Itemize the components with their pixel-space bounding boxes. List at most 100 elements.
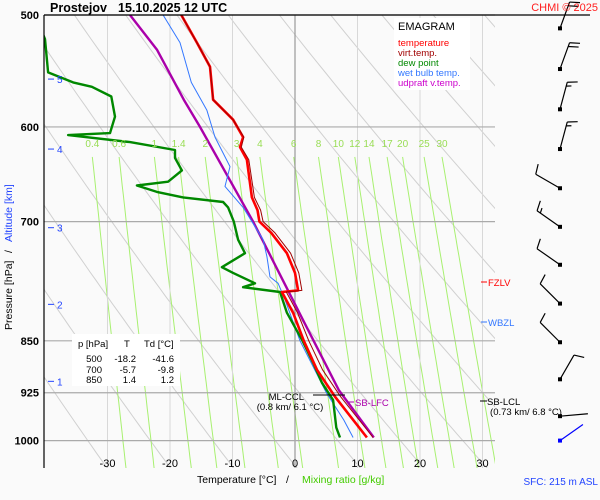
- wind-barb-full: [539, 274, 546, 285]
- sb-lcl-label: SB-LCL: [487, 397, 520, 408]
- series-line-temperature: [180, 15, 368, 439]
- y-axis-separator: /: [3, 250, 15, 253]
- wind-barb-half: [539, 207, 543, 214]
- mixing-ratio-label: 0.6: [112, 139, 126, 150]
- legend-updraft: udpraft v.temp.: [398, 78, 461, 89]
- mixing-ratio-label: 2: [202, 139, 208, 150]
- x-tick-label: -10: [225, 458, 241, 470]
- legend-virt-temp: virt.temp.: [398, 48, 437, 59]
- table-header: p [hPa]: [78, 339, 108, 350]
- dry-adiabat: [44, 204, 235, 468]
- axes: [43, 14, 590, 468]
- ml-ccl-detail: (0.8 km/ 6.1 °C): [257, 402, 324, 413]
- y-tick-label: 700: [21, 217, 39, 229]
- x-tick-label: 30: [476, 458, 488, 470]
- wind-barb: [539, 312, 562, 345]
- mixing-ratio-label: 1.4: [172, 139, 186, 150]
- mixing-ratio-label: 6: [291, 139, 297, 150]
- wind-barb-full: [573, 354, 585, 359]
- mixing-ratio-label: 30: [436, 139, 448, 150]
- wind-barb-station-dot: [558, 262, 562, 267]
- wind-barb-full: [569, 1, 581, 4]
- legend-dew-point: dew point: [398, 58, 439, 69]
- wind-barb-station-dot: [558, 67, 562, 72]
- y-tick-label: 600: [21, 122, 39, 134]
- mixing-ratio-label: 20: [397, 139, 409, 150]
- series-line-wet-bulb-temp: [162, 15, 354, 438]
- altitude-tick-label: 2: [57, 300, 63, 311]
- dry-adiabat: [44, 123, 298, 468]
- wind-barb-staff: [559, 354, 575, 380]
- mixing-ratio-line: [402, 156, 455, 468]
- x-tick-label: 10: [351, 458, 363, 470]
- wind-barb-station-dot: [558, 186, 562, 191]
- table-cell: -5.7: [120, 365, 136, 376]
- mixing-ratio-line: [153, 156, 192, 468]
- dry-adiabat: [513, 0, 600, 476]
- table-header: Td [°C]: [144, 339, 174, 350]
- table-header: T: [124, 339, 130, 350]
- dry-adiabat: [564, 0, 600, 476]
- wind-barb-full: [568, 5, 579, 8]
- datetime: 15.10.2025 12 UTC: [118, 1, 227, 15]
- dry-adiabat: [124, 15, 488, 468]
- series-line-virt-temp: [180, 15, 374, 438]
- y-axis-title: Pressure [hPa]: [3, 260, 15, 330]
- mixing-ratio-line: [368, 156, 419, 468]
- mixing-ratio-label: 10: [333, 139, 345, 150]
- table-cell: -18.2: [114, 354, 136, 365]
- altitude-tick-label: 4: [57, 145, 63, 156]
- altitude-tick-label: 1: [57, 377, 63, 388]
- mixing-ratio-line: [423, 156, 478, 468]
- wind-barb-full: [539, 312, 546, 323]
- mixing-ratio-label: 8: [316, 139, 322, 150]
- altitude-tick-label: 5: [57, 75, 63, 86]
- mixing-ratio-line: [386, 156, 439, 468]
- wind-barb-station-dot: [558, 340, 562, 345]
- dry-adiabat: [44, 376, 108, 468]
- wind-barb-full: [568, 45, 579, 48]
- dry-adiabat: [227, 15, 495, 340]
- wind-barb: [536, 200, 562, 229]
- wind-barb-staff: [536, 210, 561, 228]
- mixing-ratio-label: 4: [257, 139, 263, 150]
- dry-adiabat: [44, 288, 172, 468]
- dry-adiabat: [73, 15, 425, 468]
- wind-barb-full: [536, 200, 541, 211]
- wind-barb-station-dot: [558, 301, 562, 306]
- wind-barb: [558, 424, 584, 443]
- wind-barb-station-dot: [558, 107, 562, 112]
- wind-barb-staff: [559, 413, 588, 417]
- mixing-ratio-line: [91, 156, 127, 468]
- x-axis-separator: /: [286, 474, 289, 486]
- wind-barb-full: [536, 238, 541, 249]
- x-tick-label: -30: [100, 458, 116, 470]
- mixing-ratio-label: 17: [382, 139, 394, 150]
- copyright: CHMI © 2025: [531, 2, 598, 14]
- fzlv-label: FZLV: [488, 278, 511, 289]
- ml-ccl-label: ML-CCL: [269, 392, 304, 403]
- sb-lfc-label: SB-LFC: [355, 398, 389, 409]
- mixing-ratio-label: 14: [363, 139, 375, 150]
- x-tick-label: 20: [414, 458, 426, 470]
- mixing-ratio-label: 12: [349, 139, 361, 150]
- table-cell: 850: [86, 375, 102, 386]
- dry-adiabat: [330, 15, 495, 210]
- mixing-ratio-label: 0.4: [85, 139, 99, 150]
- wind-barb: [536, 238, 562, 267]
- series-line-dew-point: [44, 33, 342, 438]
- wind-barb-station-dot: [558, 147, 562, 152]
- x-tick-label: -20: [162, 458, 178, 470]
- wind-barb: [558, 42, 581, 72]
- wind-barb-station-dot: [558, 224, 562, 229]
- legend-temperature: temperature: [398, 38, 449, 49]
- altitude-tick-label: 3: [57, 224, 63, 235]
- wind-barb-staff: [536, 248, 561, 266]
- x-axis-title: Temperature [°C]: [197, 474, 277, 486]
- dry-adiabat: [176, 15, 495, 408]
- wind-barb-station-dot: [558, 438, 562, 443]
- wind-barb: [558, 121, 578, 152]
- y-axis-title-secondary: Altitude [km]: [3, 184, 15, 242]
- dry-adiabat: [278, 15, 495, 274]
